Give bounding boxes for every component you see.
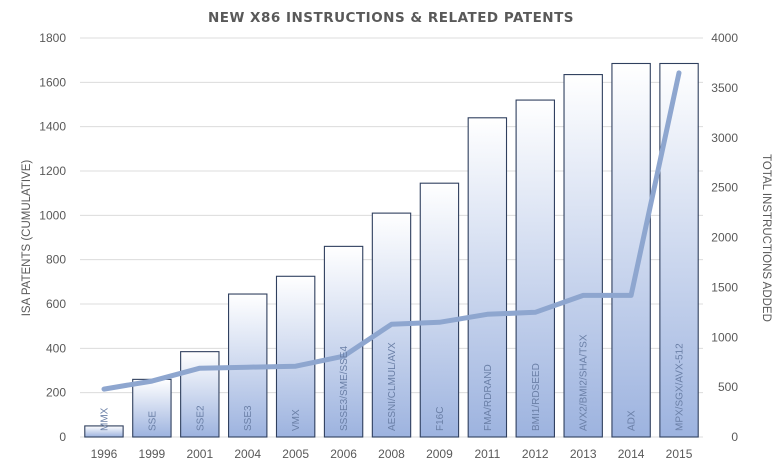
bar-labels: MMX SSE SSE2 SSE3 VMX SSSE3/SME/SSE4 AESNI/CLM…: [99, 334, 685, 431]
x-axis-ticks: 1996 1999 2001 2004 2005 2006 2008 2009 2011 2012…: [91, 447, 693, 461]
y2-tick-label: 3000: [711, 131, 738, 145]
bar-data-label: MPX/SGX/AVX-512: [675, 343, 686, 431]
bar-data-label: ADX: [627, 410, 638, 431]
bar-data-label: SSSE3/SME/SSE4: [339, 346, 350, 431]
bar: [132, 378, 172, 438]
y2-tick-label: 2500: [711, 181, 738, 195]
instructions-line: [101, 70, 682, 392]
y2-tick-label: 1500: [711, 280, 738, 294]
x-tick-label: 2001: [186, 447, 213, 461]
bar-data-label: SSE: [147, 411, 158, 431]
bar: [563, 74, 603, 438]
y-tick-label: 1800: [39, 31, 66, 45]
x-tick-label: 1996: [91, 447, 118, 461]
bar-data-label: MMX: [99, 407, 110, 431]
x-tick-label: 2013: [570, 447, 597, 461]
x-tick-label: 2004: [234, 447, 261, 461]
y2-tick-label: 1000: [711, 330, 738, 344]
chart-title: NEW X86 INSTRUCTIONS & RELATED PATENTS: [208, 10, 574, 26]
y2-tick-label: 3500: [711, 81, 738, 95]
y-tick-label: 1400: [39, 120, 66, 134]
y-tick-label: 1200: [39, 164, 66, 178]
y-tick-label: 0: [59, 430, 66, 444]
y2-axis-ticks: 0 500 1000 1500 2000 2500 3000 3500 4000: [711, 31, 738, 444]
bar-data-label: SSE3: [243, 405, 254, 431]
bar-data-label: SSE2: [195, 405, 206, 431]
y2-tick-label: 2000: [711, 231, 738, 245]
y2-tick-label: 500: [718, 380, 738, 394]
bar-data-label: F16C: [435, 407, 446, 431]
x-tick-label: 2014: [618, 447, 645, 461]
y2-axis-label: TOTAL INSTRUCTIONS ADDED: [760, 154, 772, 322]
x-tick-label: 2005: [282, 447, 309, 461]
y2-tick-label: 0: [731, 430, 738, 444]
y-tick-label: 800: [46, 253, 66, 267]
bar: [515, 99, 555, 438]
y-axis-label: ISA PATENTS (CUMULATIVE): [21, 160, 33, 317]
x-tick-label: 2009: [426, 447, 453, 461]
bar-data-label: VMX: [291, 409, 302, 431]
x-tick-label: 2006: [330, 447, 357, 461]
bar: [467, 117, 508, 438]
x-tick-label: 1999: [139, 447, 166, 461]
bar-data-label: BMI1/RDSEED: [531, 363, 542, 431]
bar: [419, 182, 460, 438]
x-tick-label: 2008: [378, 447, 405, 461]
y-tick-label: 400: [46, 341, 66, 355]
y2-tick-label: 4000: [711, 31, 738, 45]
x-tick-label: 2015: [666, 447, 693, 461]
bar-data-label: FMA/RDRAND: [483, 364, 494, 431]
y-axis-ticks: 0 200 400 600 800 1000 1200 1400 1600 1800: [39, 31, 66, 444]
bar: [275, 275, 316, 438]
y-tick-label: 1600: [39, 75, 66, 89]
x-tick-label: 2011: [474, 447, 500, 461]
bar: [611, 62, 651, 438]
bar-data-label: AESNI/CLMUL/AVX: [387, 342, 398, 431]
x-tick-label: 2012: [522, 447, 549, 461]
bar-data-label: AVX2/BMI2/SHA/TSX: [579, 334, 590, 431]
line-series: [101, 70, 682, 392]
bar: [84, 425, 124, 438]
y-tick-label: 600: [46, 297, 66, 311]
y-tick-label: 200: [46, 386, 66, 400]
y-tick-label: 1000: [39, 208, 66, 222]
